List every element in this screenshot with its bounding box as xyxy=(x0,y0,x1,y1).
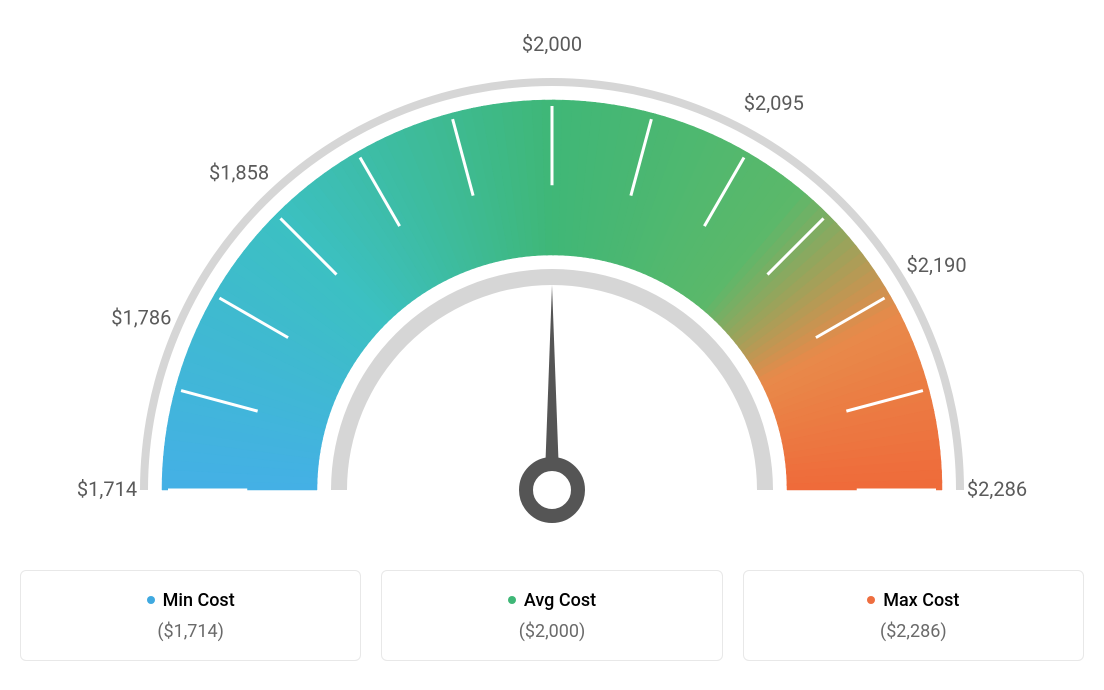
dot-icon xyxy=(147,596,155,604)
legend-min-value: ($1,714) xyxy=(41,621,340,642)
legend-avg-label: Avg Cost xyxy=(524,590,596,611)
tick-label: $2,190 xyxy=(906,253,966,277)
tick-label: $1,786 xyxy=(111,306,171,330)
tick-label: $1,858 xyxy=(209,161,269,185)
tick-label: $1,714 xyxy=(77,477,137,501)
legend-min-label: Min Cost xyxy=(163,590,235,611)
legend-title-max: Max Cost xyxy=(867,590,959,611)
legend-avg-value: ($2,000) xyxy=(402,621,701,642)
legend-title-min: Min Cost xyxy=(147,590,235,611)
tick-label: $2,000 xyxy=(522,32,582,56)
legend-card-min: Min Cost ($1,714) xyxy=(20,570,361,661)
legend-title-avg: Avg Cost xyxy=(508,590,596,611)
legend-card-max: Max Cost ($2,286) xyxy=(743,570,1084,661)
legend-max-value: ($2,286) xyxy=(764,621,1063,642)
gauge-svg: $1,714 $1,786 $1,858 $2,000 $2,095 $2,190 $2,2… xyxy=(52,20,1052,540)
gauge-wrap: $1,714 $1,786 $1,858 $2,000 $2,095 $2,190 $2,2… xyxy=(20,20,1084,540)
tick-label: $2,286 xyxy=(967,477,1027,501)
legend-row: Min Cost ($1,714) Avg Cost ($2,000) Max … xyxy=(20,570,1084,661)
legend-card-avg: Avg Cost ($2,000) xyxy=(381,570,722,661)
legend-max-label: Max Cost xyxy=(883,590,959,611)
tick-label: $2,095 xyxy=(744,91,804,115)
dot-icon xyxy=(508,596,516,604)
gauge-chart-container: $1,714 $1,786 $1,858 $2,000 $2,095 $2,190 $2,2… xyxy=(20,20,1084,661)
gauge-needle xyxy=(526,285,578,516)
dot-icon xyxy=(867,596,875,604)
